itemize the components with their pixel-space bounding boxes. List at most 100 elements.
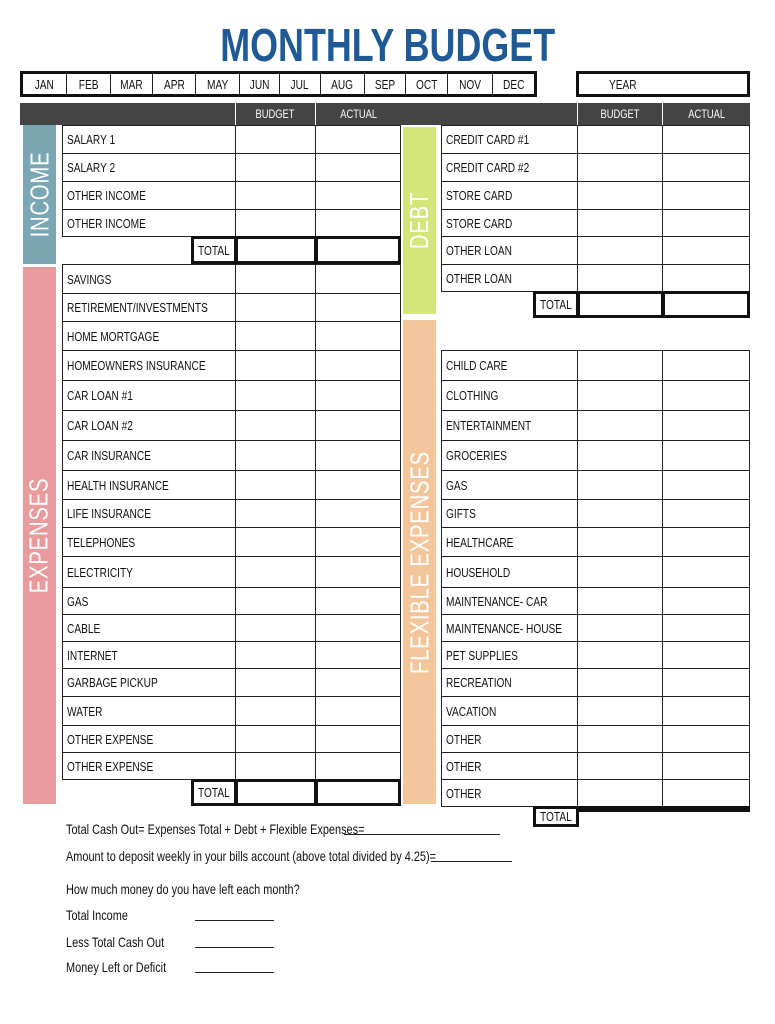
expenses-budget-cell[interactable] (235, 350, 316, 381)
expenses-actual-cell[interactable] (315, 556, 401, 588)
flexible-budget-cell[interactable] (577, 779, 663, 807)
flexible-actual-cell[interactable] (662, 440, 750, 471)
debt-actual-cell[interactable] (662, 236, 750, 265)
expenses-actual-cell[interactable] (315, 614, 401, 642)
month-feb[interactable]: FEB (67, 74, 111, 94)
month-oct[interactable]: OCT (406, 74, 448, 94)
expenses-actual-cell[interactable] (315, 587, 401, 615)
debt-total-budget[interactable] (577, 291, 664, 318)
expenses-total-budget[interactable] (235, 779, 317, 806)
income-actual-cell[interactable] (315, 125, 401, 154)
summary-money-left-blank[interactable] (195, 972, 274, 973)
flexible-actual-cell[interactable] (662, 380, 750, 411)
income-budget-cell[interactable] (235, 153, 316, 182)
flexible-actual-cell[interactable] (662, 668, 750, 697)
flexible-actual-cell[interactable] (662, 614, 750, 642)
month-nov[interactable]: NOV (448, 74, 493, 94)
flexible-actual-cell[interactable] (662, 410, 750, 441)
expenses-budget-cell[interactable] (235, 614, 316, 642)
income-budget-cell[interactable] (235, 209, 316, 237)
flexible-budget-cell[interactable] (577, 696, 663, 726)
expenses-actual-cell[interactable] (315, 380, 401, 411)
expenses-actual-cell[interactable] (315, 641, 401, 669)
expenses-actual-cell[interactable] (315, 410, 401, 441)
flexible-actual-cell[interactable] (662, 587, 750, 615)
flexible-actual-cell[interactable] (662, 556, 750, 588)
expenses-actual-cell[interactable] (315, 696, 401, 726)
flexible-budget-cell[interactable] (577, 556, 663, 588)
income-actual-cell[interactable] (315, 209, 401, 237)
expenses-actual-cell[interactable] (315, 527, 401, 557)
expenses-actual-cell[interactable] (315, 725, 401, 753)
expenses-budget-cell[interactable] (235, 264, 316, 294)
month-mar[interactable]: MAR (111, 74, 153, 94)
expenses-budget-cell[interactable] (235, 293, 316, 322)
debt-budget-cell[interactable] (577, 264, 663, 292)
expenses-budget-cell[interactable] (235, 380, 316, 411)
debt-budget-cell[interactable] (577, 236, 663, 265)
income-total-budget[interactable] (235, 236, 317, 264)
month-sep[interactable]: SEP (365, 74, 406, 94)
flexible-budget-cell[interactable] (577, 587, 663, 615)
expenses-budget-cell[interactable] (235, 668, 316, 697)
flexible-actual-cell[interactable] (662, 350, 750, 381)
flexible-budget-cell[interactable] (577, 725, 663, 753)
expenses-budget-cell[interactable] (235, 440, 316, 471)
flexible-actual-cell[interactable] (662, 527, 750, 557)
month-may[interactable]: MAY (196, 74, 240, 94)
debt-actual-cell[interactable] (662, 125, 750, 154)
flexible-actual-cell[interactable] (662, 696, 750, 726)
flexible-budget-cell[interactable] (577, 527, 663, 557)
expenses-budget-cell[interactable] (235, 321, 316, 351)
summary-weekly-blank[interactable] (431, 861, 512, 862)
expenses-budget-cell[interactable] (235, 499, 316, 528)
income-total-actual[interactable] (315, 236, 401, 264)
month-jun[interactable]: JUN (240, 74, 280, 94)
debt-total-actual[interactable] (662, 291, 750, 318)
month-jan[interactable]: JAN (23, 74, 67, 94)
flexible-budget-cell[interactable] (577, 499, 663, 528)
expenses-actual-cell[interactable] (315, 264, 401, 294)
summary-less-cash-out-blank[interactable] (195, 947, 274, 948)
debt-actual-cell[interactable] (662, 209, 750, 237)
expenses-actual-cell[interactable] (315, 499, 401, 528)
summary-cash-out-blank[interactable] (344, 834, 500, 835)
expenses-budget-cell[interactable] (235, 556, 316, 588)
flexible-budget-cell[interactable] (577, 410, 663, 441)
debt-budget-cell[interactable] (577, 125, 663, 154)
flexible-total-budget[interactable] (577, 806, 664, 812)
flexible-budget-cell[interactable] (577, 668, 663, 697)
flexible-actual-cell[interactable] (662, 779, 750, 807)
flexible-total-actual[interactable] (662, 806, 750, 812)
flexible-actual-cell[interactable] (662, 499, 750, 528)
expenses-budget-cell[interactable] (235, 641, 316, 669)
expenses-actual-cell[interactable] (315, 668, 401, 697)
month-jul[interactable]: JUL (280, 74, 321, 94)
flexible-actual-cell[interactable] (662, 641, 750, 669)
income-budget-cell[interactable] (235, 181, 316, 210)
income-actual-cell[interactable] (315, 153, 401, 182)
expenses-actual-cell[interactable] (315, 321, 401, 351)
expenses-actual-cell[interactable] (315, 470, 401, 500)
flexible-budget-cell[interactable] (577, 470, 663, 500)
flexible-budget-cell[interactable] (577, 440, 663, 471)
debt-budget-cell[interactable] (577, 153, 663, 182)
income-budget-cell[interactable] (235, 125, 316, 154)
flexible-budget-cell[interactable] (577, 752, 663, 780)
debt-budget-cell[interactable] (577, 181, 663, 210)
debt-actual-cell[interactable] (662, 181, 750, 210)
flexible-actual-cell[interactable] (662, 725, 750, 753)
expenses-actual-cell[interactable] (315, 752, 401, 780)
expenses-actual-cell[interactable] (315, 440, 401, 471)
flexible-budget-cell[interactable] (577, 380, 663, 411)
debt-actual-cell[interactable] (662, 153, 750, 182)
month-aug[interactable]: AUG (321, 74, 365, 94)
expenses-total-actual[interactable] (315, 779, 401, 806)
expenses-actual-cell[interactable] (315, 293, 401, 322)
month-dec[interactable]: DEC (493, 74, 534, 94)
income-actual-cell[interactable] (315, 181, 401, 210)
expenses-budget-cell[interactable] (235, 725, 316, 753)
flexible-budget-cell[interactable] (577, 641, 663, 669)
expenses-budget-cell[interactable] (235, 587, 316, 615)
flexible-actual-cell[interactable] (662, 470, 750, 500)
